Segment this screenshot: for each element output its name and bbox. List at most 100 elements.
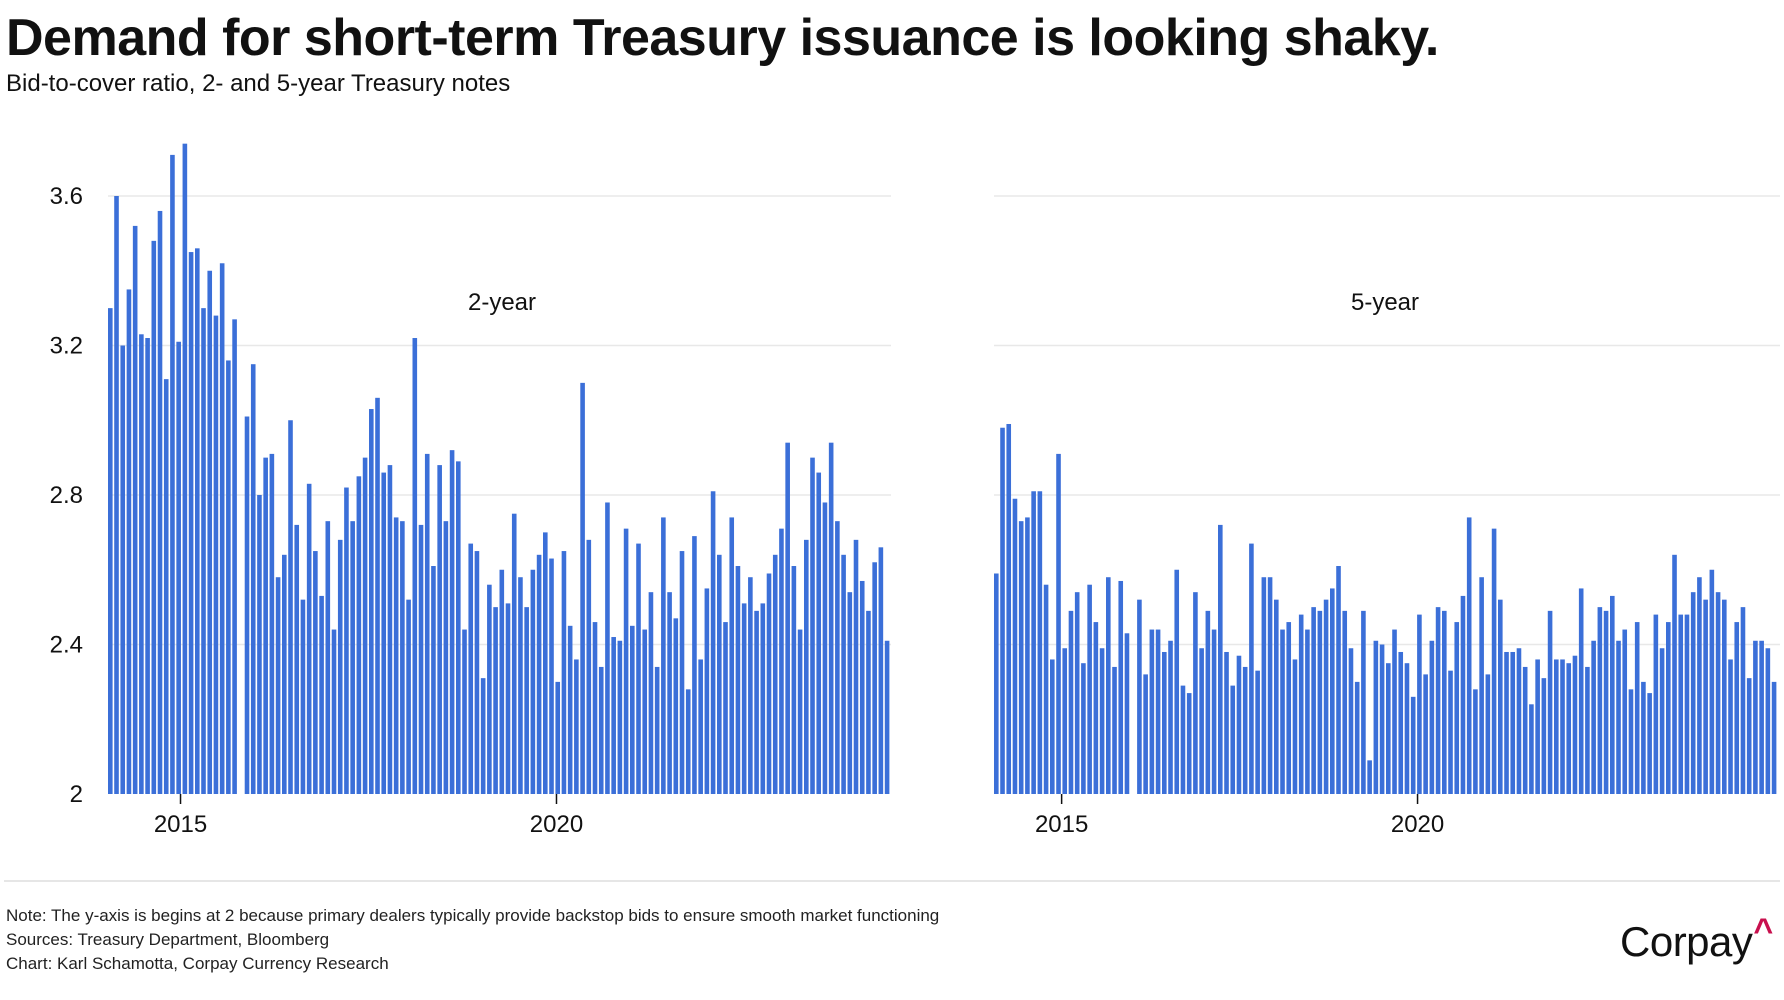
bar	[1616, 640, 1621, 794]
bar	[232, 319, 237, 794]
bar	[1298, 614, 1304, 794]
bar	[530, 569, 536, 794]
bar	[1585, 666, 1590, 794]
bar	[1068, 610, 1074, 794]
bar	[586, 539, 592, 794]
bar	[1087, 584, 1092, 794]
y-tick-label: 2	[70, 781, 83, 808]
bar	[1081, 663, 1086, 794]
bar	[1236, 655, 1242, 794]
bar	[673, 618, 679, 794]
bar	[1099, 648, 1105, 794]
bar	[1205, 610, 1211, 794]
bar	[642, 629, 648, 794]
bar	[188, 252, 194, 794]
bar	[611, 637, 616, 794]
bar	[1547, 610, 1553, 794]
chart-subtitle: Bid-to-cover ratio, 2- and 5-year Treasu…	[6, 70, 511, 97]
bar	[822, 502, 828, 794]
corpay-logo: Corpay^	[1620, 912, 1773, 966]
bar	[139, 334, 144, 794]
bar	[1155, 629, 1161, 794]
bar	[288, 420, 293, 794]
bar	[866, 610, 871, 794]
bar	[1522, 666, 1528, 794]
bar	[1529, 704, 1534, 794]
bar	[1006, 423, 1012, 794]
bar	[456, 461, 461, 794]
bar	[1485, 674, 1491, 794]
bar	[872, 562, 877, 794]
bar	[1765, 648, 1771, 794]
bar	[1361, 610, 1366, 794]
bar	[114, 196, 119, 794]
bar	[648, 592, 654, 794]
bar	[878, 547, 884, 794]
bar	[294, 524, 300, 794]
y-tick-label: 2.4	[50, 632, 83, 659]
bar	[859, 580, 865, 794]
bar	[1435, 607, 1441, 795]
bar	[847, 592, 853, 794]
bar	[760, 603, 766, 794]
bar	[1398, 651, 1404, 794]
bar	[462, 629, 467, 794]
bar	[1709, 569, 1715, 794]
bar	[1348, 648, 1354, 794]
bar	[1622, 629, 1628, 794]
bar	[698, 659, 703, 794]
y-tick-label: 3.2	[50, 333, 83, 360]
bar	[580, 382, 585, 794]
footer-divider	[4, 880, 1780, 882]
footer-credit: Chart: Karl Schamotta, Corpay Currency R…	[6, 954, 389, 973]
bar	[1317, 610, 1323, 794]
bar	[362, 457, 368, 794]
panel-5-year: 2015 2020 5-year	[994, 195, 1780, 838]
bar	[1018, 521, 1024, 794]
bar	[1479, 577, 1484, 794]
bar	[257, 495, 262, 794]
x-tick-label: 2015	[1035, 811, 1088, 838]
bar	[1093, 622, 1099, 794]
bar	[424, 453, 430, 794]
bar	[1734, 622, 1740, 794]
bar	[1106, 577, 1111, 794]
bar	[994, 573, 999, 794]
bar	[1261, 577, 1267, 794]
bar	[1043, 584, 1049, 794]
bar	[493, 607, 498, 795]
bar	[418, 524, 424, 794]
bar	[1690, 592, 1696, 794]
bar	[1386, 663, 1391, 794]
bar	[443, 521, 449, 794]
bar	[1498, 599, 1503, 794]
bar	[145, 338, 150, 794]
bar	[1697, 577, 1702, 794]
bar	[480, 678, 486, 794]
bar	[828, 442, 834, 794]
bar	[1218, 524, 1223, 794]
bar	[1423, 674, 1428, 794]
bar	[400, 521, 405, 794]
bar	[1274, 599, 1279, 794]
bar	[1473, 689, 1478, 794]
bar	[1050, 659, 1055, 794]
bar-chart-panels: 2 2.4 2.8 3.2 3.6 2015 2020 2-year 2015 2020 5…	[50, 143, 1780, 838]
bar	[1728, 659, 1733, 794]
bar	[1417, 614, 1422, 794]
bar	[226, 360, 231, 794]
bar	[779, 528, 784, 794]
bar	[1684, 614, 1690, 794]
bar	[1572, 655, 1578, 794]
bar	[785, 442, 790, 794]
bar	[269, 453, 275, 794]
bar	[1112, 666, 1117, 794]
bar	[1137, 599, 1142, 794]
bar	[437, 465, 442, 794]
bar	[524, 607, 529, 795]
panel-2-year: 2015 2020 2-year	[108, 143, 891, 838]
bar	[1336, 566, 1341, 794]
bar	[1242, 666, 1248, 794]
bar	[748, 577, 753, 794]
bar	[592, 622, 598, 794]
